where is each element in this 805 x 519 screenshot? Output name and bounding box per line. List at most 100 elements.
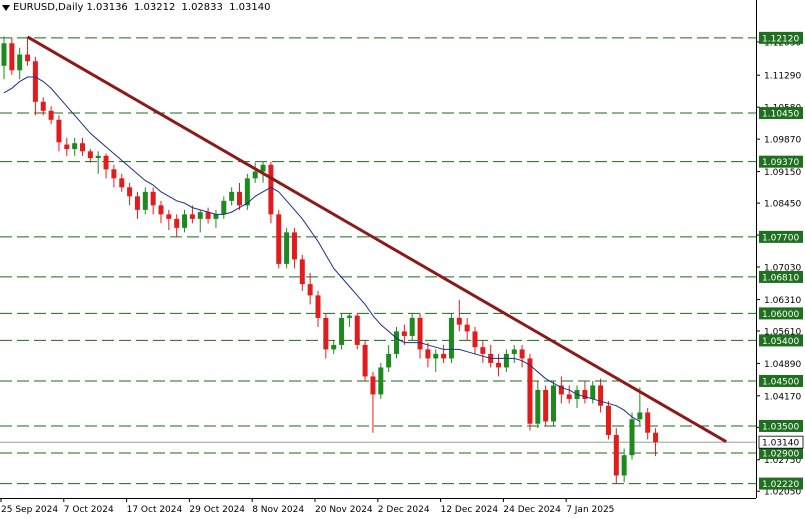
candle-body bbox=[158, 205, 164, 215]
level-tag-bg bbox=[759, 155, 803, 168]
candle-body bbox=[566, 394, 572, 399]
level-lines bbox=[0, 37, 756, 485]
candle bbox=[598, 378, 604, 413]
candle-body bbox=[87, 151, 93, 159]
candle-body bbox=[496, 362, 502, 368]
level-tag-label: 1.09370 bbox=[762, 158, 799, 168]
candle-body bbox=[323, 317, 329, 350]
time-tick-label: 8 Nov 2024 bbox=[252, 505, 304, 515]
price-tick-label: 1.02750 bbox=[764, 456, 801, 466]
candle-body bbox=[221, 200, 227, 215]
candle-body bbox=[252, 171, 258, 179]
open-value: 1.03136 bbox=[86, 2, 128, 13]
candles bbox=[1, 36, 659, 484]
candle-body bbox=[558, 385, 564, 395]
candle-body bbox=[174, 218, 180, 228]
candle bbox=[25, 36, 31, 66]
candle bbox=[87, 149, 93, 163]
candle bbox=[276, 209, 282, 269]
candle bbox=[315, 290, 321, 327]
candle bbox=[370, 371, 376, 433]
candle bbox=[127, 182, 133, 206]
candle bbox=[48, 106, 54, 125]
candle bbox=[551, 380, 556, 426]
candle-body bbox=[378, 367, 384, 395]
time-tick-label: 29 Oct 2024 bbox=[189, 505, 245, 515]
price-tick-label: 1.08450 bbox=[764, 200, 801, 210]
candle-body bbox=[103, 155, 109, 170]
candle-body bbox=[25, 54, 31, 62]
candle bbox=[237, 182, 242, 210]
candle-body bbox=[409, 317, 415, 336]
candle bbox=[425, 342, 431, 368]
candle bbox=[456, 299, 462, 332]
candle-body bbox=[425, 349, 431, 359]
candle-body bbox=[464, 324, 470, 332]
candle bbox=[64, 137, 70, 156]
level-tag-label: 1.07700 bbox=[762, 233, 799, 243]
candle bbox=[17, 47, 23, 80]
candle bbox=[197, 209, 203, 233]
candle-body bbox=[299, 259, 305, 285]
candle bbox=[543, 385, 549, 426]
current-price-tag-label: 1.03140 bbox=[762, 439, 799, 449]
candle bbox=[590, 380, 596, 404]
time-axis: 25 Sep 2024 7 Oct 2024 17 Oct 2024 29 Oct 2… bbox=[0, 498, 756, 515]
candle-body bbox=[480, 347, 486, 354]
candle bbox=[378, 362, 384, 399]
candle bbox=[142, 187, 148, 215]
level-tag-label: 1.06000 bbox=[762, 310, 799, 320]
candle-body bbox=[1, 43, 7, 66]
time-tick-label: 7 Oct 2024 bbox=[64, 505, 114, 515]
candle-body bbox=[582, 389, 588, 399]
price-tick-label: 1.04170 bbox=[764, 392, 801, 402]
candle bbox=[629, 412, 635, 460]
candle bbox=[339, 313, 345, 350]
candle bbox=[519, 344, 525, 368]
candle bbox=[80, 137, 85, 156]
level-tag-bg bbox=[759, 446, 803, 459]
candle-body bbox=[401, 331, 407, 336]
candle bbox=[213, 209, 219, 228]
candle bbox=[558, 376, 564, 404]
level-tag-bg bbox=[759, 270, 803, 283]
time-tick-label: 7 Jan 2025 bbox=[566, 505, 614, 515]
candle-body bbox=[307, 284, 313, 296]
price-tick-label: 1.06310 bbox=[764, 296, 801, 306]
level-tag-label: 1.06810 bbox=[762, 273, 799, 283]
candle bbox=[346, 313, 352, 327]
candle-body bbox=[205, 212, 211, 219]
candle bbox=[268, 161, 274, 224]
candle-body bbox=[40, 101, 46, 111]
chart-header: EURUSD,Daily 1.03136 1.03212 1.02833 1.0… bbox=[2, 2, 273, 13]
candle bbox=[488, 344, 494, 368]
candle bbox=[40, 97, 46, 116]
candle-body bbox=[605, 405, 611, 435]
candle bbox=[417, 313, 423, 359]
candle-body bbox=[472, 331, 478, 348]
current-price-tag-bg bbox=[758, 435, 804, 449]
candle-body bbox=[291, 232, 297, 260]
candle bbox=[221, 196, 227, 219]
symbol-label: EURUSD,Daily bbox=[13, 2, 84, 13]
candle-body bbox=[48, 110, 54, 120]
candle bbox=[229, 187, 235, 206]
candle-body bbox=[637, 412, 643, 420]
collapse-triangle-icon[interactable] bbox=[2, 4, 10, 11]
candle bbox=[299, 254, 305, 291]
candle bbox=[441, 344, 447, 363]
low-value: 1.02833 bbox=[181, 2, 223, 13]
candle bbox=[645, 407, 651, 440]
candle-body bbox=[394, 331, 399, 354]
candle bbox=[119, 173, 125, 192]
candle bbox=[174, 214, 180, 237]
time-tick-label: 24 Dec 2024 bbox=[503, 505, 561, 515]
candle-body bbox=[613, 434, 619, 476]
candle bbox=[621, 448, 627, 483]
candle bbox=[205, 207, 211, 224]
candle-body bbox=[268, 164, 274, 215]
candle-body bbox=[213, 214, 219, 219]
time-tick-label: 2 Dec 2024 bbox=[378, 505, 430, 515]
level-tags: 1.12120 1.10450 1.09370 1.07700 1.06810 1.060… bbox=[758, 31, 804, 490]
